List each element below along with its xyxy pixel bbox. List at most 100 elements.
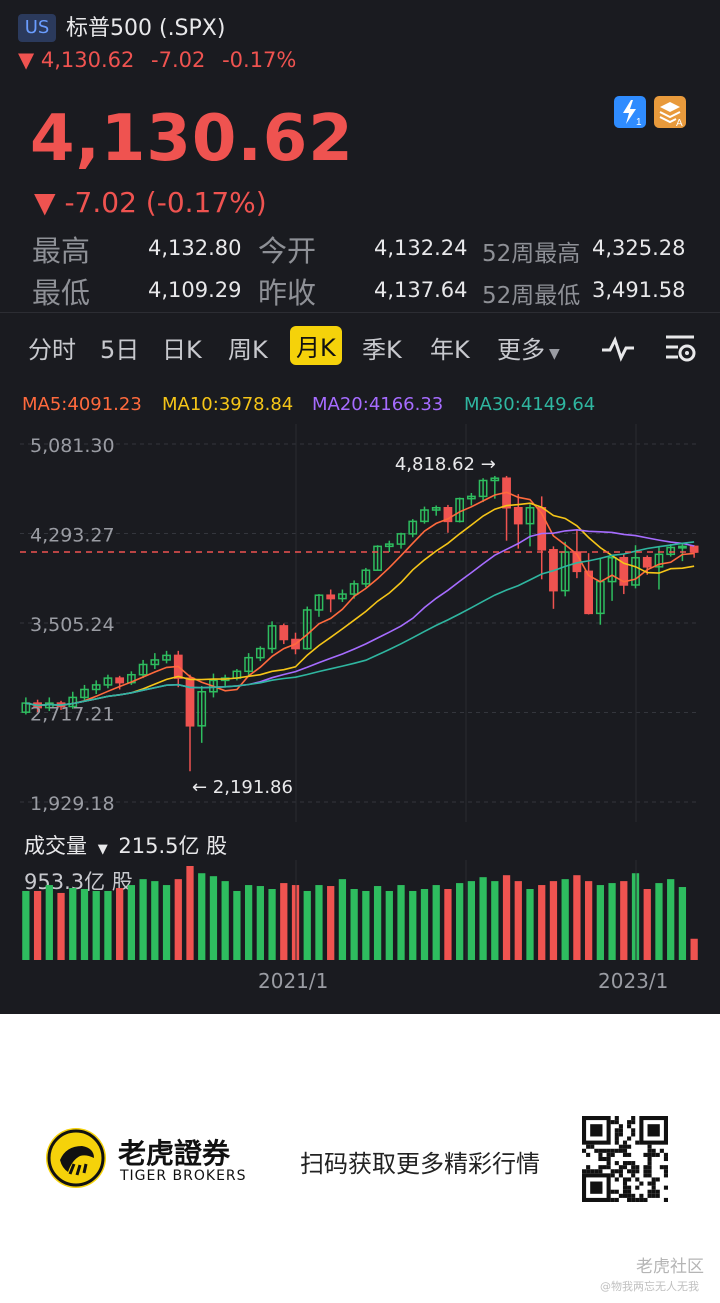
indicator-icon[interactable] [600,334,636,366]
qr-module [631,1116,636,1121]
stat-low-label: 最低 [32,276,91,310]
qr-module [598,1165,603,1170]
qr-module [627,1124,632,1129]
stat-high: 4,132.80 [148,236,242,260]
watermark-user: @物我两忘无人无我 [600,1280,699,1293]
volume-bar [280,883,288,960]
qr-module [618,1165,623,1170]
qr-module [627,1197,632,1202]
qr-module [602,1165,607,1170]
qr-module [631,1132,636,1137]
volume-bar [315,885,323,960]
price-change-text: -7.02 (-0.17%) [64,186,267,219]
qr-module [627,1177,632,1182]
candle-body [338,593,347,600]
candle-body [525,506,535,525]
candle-body [560,551,570,592]
tab-quarterly[interactable]: 季K [362,336,402,364]
tab-weekly[interactable]: 周K [228,336,268,364]
qr-module [651,1148,656,1153]
candle-body [115,677,125,684]
qr-module [627,1161,632,1166]
qr-module [614,1120,619,1125]
qr-module [627,1152,632,1157]
lightning-icon[interactable]: 1 [614,96,646,128]
qr-module [622,1185,628,1190]
tab-yearly[interactable]: 年K [430,336,470,364]
chart-settings-icon[interactable] [664,332,698,368]
qr-module [598,1156,603,1162]
qr-module [602,1156,607,1162]
volume-bar [69,888,77,960]
brand-name-en: TIGER BROKERS [120,1168,247,1184]
tab-more[interactable]: 更多 ▼ [497,330,560,365]
qr-module [627,1120,632,1125]
qr-module [643,1152,648,1157]
tab-monthly[interactable]: 月K [290,326,342,365]
volume-bar [22,890,30,960]
stat-open-label: 今开 [258,234,317,268]
volume-bar [162,885,171,960]
qr-module [622,1177,628,1182]
volume-bar [397,885,405,960]
qr-code [582,1116,668,1202]
divider [0,312,720,313]
ma5-line [25,491,695,707]
qr-module [614,1177,619,1182]
qr-module [631,1169,636,1174]
layers-icon[interactable]: A [654,96,686,129]
tab-daily[interactable]: 日K [162,336,202,364]
svg-text:1: 1 [636,117,642,128]
qr-module [635,1185,640,1190]
volume-bar [104,890,112,960]
qr-module [663,1197,668,1202]
candle-body [384,543,394,548]
qr-module [651,1189,656,1194]
volume-bar [667,879,675,960]
tab-more-label: 更多 [497,336,545,364]
candle-body [408,520,418,535]
volume-bar [573,875,581,960]
qr-module [663,1169,668,1174]
candle-body [642,556,652,568]
y-tick-label: 2,717.21 [30,704,115,726]
volume-max: 953.3亿 股 [24,870,133,894]
chevron-down-icon[interactable]: ▼ [97,842,108,857]
qr-module [622,1165,628,1170]
candle-body [666,546,676,556]
qr-module [647,1169,652,1174]
tab-5day[interactable]: 5日 [100,336,140,364]
candlestick-chart[interactable]: 5,081.30 4,293.27 3,505.24 2,717.21 1,929.18… [0,420,720,830]
volume-bar [549,881,558,960]
qr-module [635,1165,640,1170]
qr-module [655,1152,660,1157]
header-summary: ▼ 4,130.62 -7.02 -0.17% [18,48,296,72]
candle-body [314,594,324,611]
tab-intraday[interactable]: 分时 [28,336,76,364]
stat-open: 4,132.24 [374,236,468,260]
qr-module [606,1165,611,1170]
qr-module [614,1189,619,1194]
volume-bar [538,885,546,960]
qr-module [651,1152,656,1157]
qr-module [614,1140,619,1145]
ma5-label: MA5:4091.23 [22,394,142,415]
qr-module [606,1148,611,1153]
qr-module [643,1165,648,1170]
volume-bar [608,883,616,960]
qr-module [651,1177,656,1182]
volume-bar [690,938,698,960]
qr-module [610,1169,615,1174]
qr-module [631,1128,636,1133]
volume-current: 215.5亿 股 [118,834,228,858]
y-tick-label: 5,081.30 [30,435,115,457]
stock-title: 标普500 (.SPX) [66,16,226,41]
qr-module [631,1197,636,1202]
qr-module [614,1161,619,1166]
ma30-line [25,541,695,707]
qr-module [643,1197,648,1202]
quote-panel [0,0,720,1014]
qr-module [618,1132,623,1137]
qr-module [651,1193,656,1198]
volume-chart[interactable]: 2021/1 2023/1 [0,860,720,1010]
